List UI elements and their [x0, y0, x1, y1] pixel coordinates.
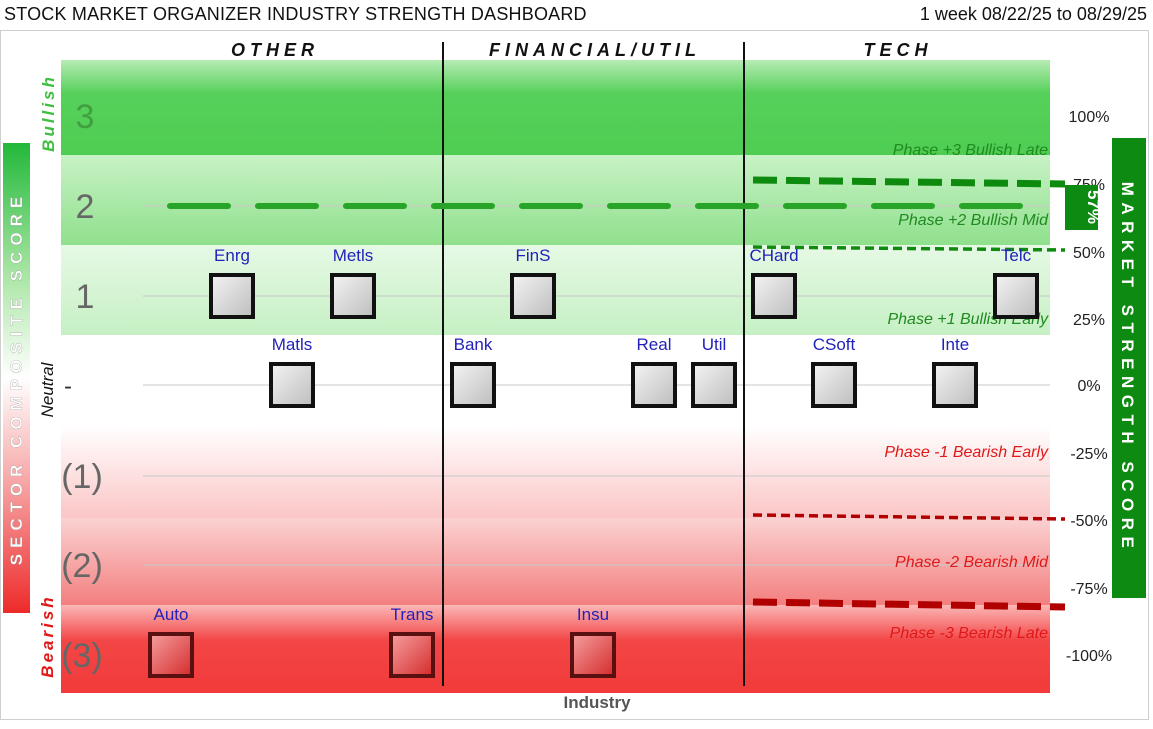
industry-marker-auto: [148, 632, 194, 678]
market-strength-marker: [1065, 185, 1098, 230]
industry-label-real: Real: [637, 335, 672, 354]
right-tick-m75: -75%: [1070, 581, 1107, 598]
band-bearish-2: [61, 518, 1050, 605]
industry-label-fins: FinS: [516, 246, 551, 265]
chart-frame: [0, 30, 1149, 720]
industry-marker-telc: [993, 273, 1039, 319]
x-axis-label: Industry: [563, 693, 631, 712]
band-bullish-2: [61, 155, 1050, 245]
level-label-m1: (1): [61, 458, 103, 496]
level-label-m3: (3): [61, 637, 103, 675]
industry-label-bank: Bank: [454, 335, 493, 354]
phase-label-bear-mid: Phase -2 Bearish Mid: [895, 554, 1049, 571]
band-bearish-3: [61, 605, 1050, 693]
date-range: 1 week 08/22/25 to 08/29/25: [919, 4, 1147, 24]
industry-markers: Enrg Metls FinS CHard Telc Matls Bank Real Util C…: [148, 246, 1039, 678]
level-label-0: -: [64, 373, 72, 400]
neutral-label: Neutral: [38, 361, 57, 417]
right-tick-50: 50%: [1073, 245, 1105, 262]
market-strength-title-bar: [1112, 138, 1146, 598]
bearish-label: Bearish: [38, 594, 57, 677]
industry-label-trans: Trans: [391, 605, 434, 624]
right-tick-0: 0%: [1077, 378, 1100, 395]
industry-marker-metls: [330, 273, 376, 319]
level-label-3: 3: [76, 98, 95, 136]
right-tick-25: 25%: [1073, 312, 1105, 329]
right-tick-100: 100%: [1069, 109, 1110, 126]
threshold-line-bull-heavy: [752, 176, 1066, 188]
left-axis-title: SECTOR COMPOSITE SCORE: [7, 191, 26, 565]
industry-marker-insu: [570, 632, 616, 678]
industry-label-csoft: CSoft: [813, 335, 856, 354]
dashboard-title: STOCK MARKET ORGANIZER INDUSTRY STRENGTH…: [4, 4, 587, 24]
industry-label-inte: Inte: [941, 335, 969, 354]
industry-marker-trans: [389, 632, 435, 678]
threshold-lines: [752, 176, 1066, 611]
group-header-financial-util: FINANCIAL/UTIL: [489, 40, 701, 60]
group-header-tech: TECH: [864, 40, 933, 60]
phase-label-bear-late: Phase -3 Bearish Late: [890, 625, 1048, 642]
bullish-label: Bullish: [39, 74, 58, 152]
industry-label-matls: Matls: [272, 335, 313, 354]
right-axis-title: MARKET STRENGTH SCORE: [1118, 182, 1137, 555]
industry-label-chard: CHard: [749, 246, 798, 265]
right-tick-m25: -25%: [1070, 446, 1107, 463]
group-header-other: OTHER: [231, 40, 319, 60]
phase-label-bull-late: Phase +3 Bullish Late: [893, 142, 1048, 159]
industry-marker-matls: [269, 362, 315, 408]
industry-marker-real: [631, 362, 677, 408]
industry-label-telc: Telc: [1001, 246, 1032, 265]
level-label-m2: (2): [61, 547, 103, 585]
right-tick-m100: -100%: [1066, 648, 1112, 665]
industry-marker-util: [691, 362, 737, 408]
market-strength-value: 57%: [1084, 190, 1103, 224]
industry-marker-chard: [751, 273, 797, 319]
phase-label-bull-mid: Phase +2 Bullish Mid: [898, 212, 1049, 229]
right-tick-m50: -50%: [1070, 513, 1107, 530]
level-label-1: 1: [76, 278, 95, 316]
industry-marker-csoft: [811, 362, 857, 408]
band-bullish-3: [61, 60, 1050, 155]
industry-label-auto: Auto: [154, 605, 189, 624]
threshold-line-bear-heavy: [752, 598, 1066, 611]
industry-marker-bank: [450, 362, 496, 408]
industry-marker-fins: [510, 273, 556, 319]
industry-marker-enrg: [209, 273, 255, 319]
phase-label-bear-early: Phase -1 Bearish Early: [884, 444, 1049, 461]
sector-score-gradient-bar: [3, 143, 30, 613]
level-label-2: 2: [76, 188, 95, 226]
threshold-line-bear-light: [752, 513, 1066, 521]
industry-label-enrg: Enrg: [214, 246, 250, 265]
industry-label-metls: Metls: [333, 246, 374, 265]
band-bearish-1: [61, 425, 1050, 518]
industry-label-insu: Insu: [577, 605, 609, 624]
industry-marker-inte: [932, 362, 978, 408]
threshold-line-bull-light: [752, 245, 1066, 252]
industry-label-util: Util: [702, 335, 727, 354]
